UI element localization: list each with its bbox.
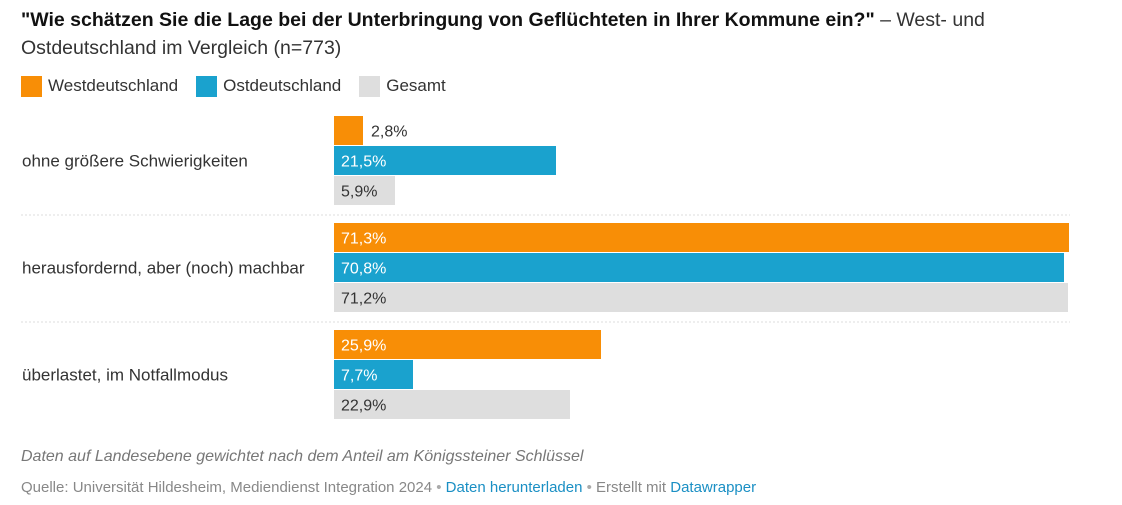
bar-chart: ohne größere Schwierigkeiten 2,8% 21,5% 5,9… (21, 116, 1070, 419)
separator: • (436, 479, 442, 496)
value-label-ost: 70,8% (341, 261, 386, 278)
legend-swatch-gesamt (359, 75, 381, 97)
bar-gesamt (334, 176, 395, 205)
created-with-text: Erstellt mit (596, 479, 667, 496)
download-data-link[interactable]: Daten herunterladen (445, 479, 583, 496)
value-label-gesamt: 5,9% (341, 184, 377, 201)
value-label-west: 71,3% (341, 231, 386, 248)
legend-swatch-west (21, 75, 42, 97)
chart-title-block: "Wie schätzen Sie die Lage bei der Unter… (21, 6, 1101, 62)
legend-item-west: Westdeutschland (21, 75, 179, 97)
bar-west (334, 116, 363, 145)
bar-ost (334, 146, 556, 175)
bar-gesamt (334, 283, 1068, 312)
bar-ost (334, 360, 413, 389)
value-label-west: 2,8% (371, 124, 407, 141)
bar-west (334, 223, 1069, 252)
separator: • (586, 479, 592, 496)
chart-note: Daten auf Landesebene gewichtet nach dem… (21, 448, 584, 465)
legend: Westdeutschland Ostdeutschland Gesamt (21, 75, 464, 97)
value-label-west: 25,9% (341, 338, 386, 355)
datawrapper-link[interactable]: Datawrapper (670, 479, 757, 496)
bar-gesamt (334, 390, 570, 419)
bar-ost (334, 253, 1064, 282)
source-line: Quelle: Universität Hildesheim, Mediendi… (21, 479, 756, 496)
category-label: herausfordernd, aber (noch) machbar (22, 259, 305, 278)
category-label: ohne größere Schwierigkeiten (22, 152, 248, 171)
legend-label-west: Westdeutschland (48, 76, 179, 95)
value-label-gesamt: 22,9% (341, 398, 386, 415)
legend-label-gesamt: Gesamt (386, 76, 446, 95)
value-label-ost: 7,7% (341, 368, 377, 385)
source-text: Quelle: Universität Hildesheim, Mediendi… (21, 479, 433, 496)
chart-title: "Wie schätzen Sie die Lage bei der Unter… (21, 9, 875, 31)
legend-item-gesamt: Gesamt (359, 75, 446, 97)
legend-swatch-ost (196, 75, 218, 97)
category-label: überlastet, im Notfallmodus (22, 366, 228, 385)
bar-west (334, 330, 601, 359)
legend-item-ost: Ostdeutschland (196, 75, 342, 97)
legend-label-ost: Ostdeutschland (223, 76, 342, 95)
value-label-ost: 21,5% (341, 154, 386, 171)
chart-subtitle: – West- und Ostdeutschland im Vergleich … (21, 9, 985, 59)
value-label-gesamt: 71,2% (341, 291, 386, 308)
